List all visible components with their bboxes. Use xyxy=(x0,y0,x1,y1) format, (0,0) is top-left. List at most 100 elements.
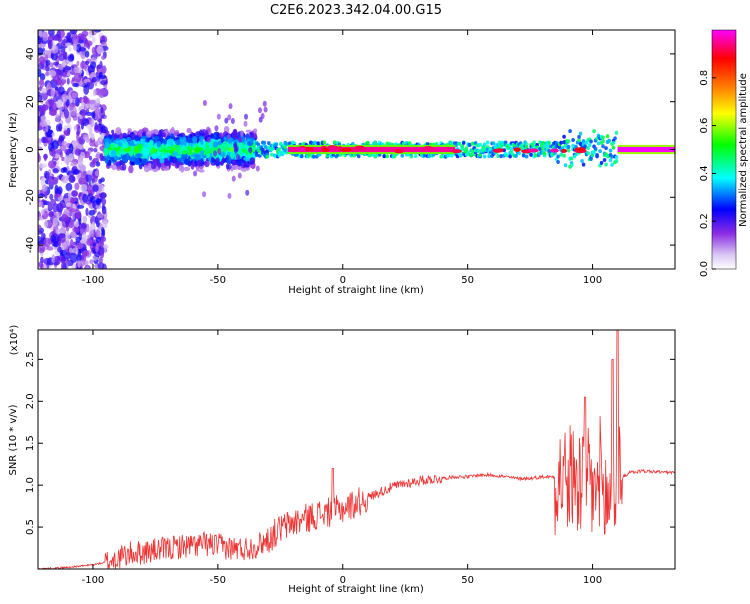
noise-blob xyxy=(80,151,86,159)
narrow-band-blob xyxy=(449,141,454,146)
band-blob xyxy=(163,160,171,166)
outlier-blob xyxy=(233,141,238,148)
noise-blob xyxy=(90,215,97,225)
noise-blob xyxy=(58,30,65,39)
band-blob xyxy=(192,135,198,144)
noise-blob xyxy=(38,94,43,102)
colorbar-tick-label: 0.0 xyxy=(699,261,710,277)
noise-blob xyxy=(83,97,90,104)
noise-blob xyxy=(69,238,74,249)
noise-blob xyxy=(94,113,101,120)
band-blob xyxy=(120,150,126,155)
band-blob xyxy=(196,159,203,167)
noise-blob xyxy=(85,265,90,269)
band-blob xyxy=(220,151,226,158)
noise-blob xyxy=(65,202,72,208)
narrow-band-blob xyxy=(385,154,390,159)
noise-blob xyxy=(78,217,82,226)
narrow-band-blob xyxy=(542,151,547,156)
narrow-band-blob xyxy=(599,160,604,165)
noise-blob xyxy=(43,153,48,162)
band-blob xyxy=(167,138,175,146)
band-blob xyxy=(198,169,205,173)
noise-blob xyxy=(69,208,77,213)
noise-blob xyxy=(72,227,80,233)
noise-blob xyxy=(55,211,61,219)
outlier-blob xyxy=(245,189,250,196)
band-blob xyxy=(172,151,178,157)
band-blob xyxy=(212,141,219,148)
band-blob xyxy=(110,150,117,158)
noise-blob xyxy=(58,53,65,62)
band-blob xyxy=(181,150,188,155)
noise-blob xyxy=(59,144,67,152)
noise-blob xyxy=(82,233,87,242)
noise-blob xyxy=(103,84,108,89)
noise-blob xyxy=(48,70,57,77)
narrow-band-blob xyxy=(509,149,514,154)
narrow-band-blob xyxy=(482,154,487,159)
hot-spot xyxy=(336,146,343,151)
outlier-blob xyxy=(226,133,231,140)
narrow-band-blob xyxy=(356,154,361,159)
noise-blob xyxy=(64,64,68,75)
band-blob xyxy=(134,135,140,142)
band-blob xyxy=(245,129,252,133)
band-blob xyxy=(187,144,192,152)
outlier-blob xyxy=(263,106,268,113)
x-tick-label: 50 xyxy=(461,275,474,286)
noise-blob xyxy=(40,177,47,187)
narrow-band-blob xyxy=(569,156,574,161)
snr-plot-area xyxy=(38,330,675,569)
outlier-blob xyxy=(216,113,221,120)
band-blob xyxy=(151,164,157,170)
x-tick-label: 0 xyxy=(340,275,346,286)
narrow-band-blob xyxy=(454,143,458,148)
noise-blob xyxy=(38,110,41,117)
outlier-blob xyxy=(227,163,232,170)
band-blob xyxy=(110,142,115,149)
narrow-band-blob xyxy=(464,146,469,151)
noise-blob xyxy=(39,78,45,88)
narrow-band-blob xyxy=(267,141,271,146)
noise-blob xyxy=(71,92,78,99)
band-blob xyxy=(240,130,244,138)
x-tick-label: 50 xyxy=(461,575,474,586)
narrow-band-blob xyxy=(577,134,581,139)
narrow-band-blob xyxy=(520,143,524,148)
narrow-band-blob xyxy=(613,136,617,141)
colorbar-tick-label: 0.6 xyxy=(699,118,710,134)
noise-blob xyxy=(63,197,71,203)
noise-blob xyxy=(50,87,55,97)
noise-blob xyxy=(86,170,93,176)
noise-blob xyxy=(63,167,68,173)
noise-blob xyxy=(75,43,82,53)
band-blob xyxy=(198,130,205,136)
noise-blob xyxy=(72,82,79,88)
hot-spot xyxy=(422,146,434,151)
noise-blob xyxy=(89,140,96,147)
noise-blob xyxy=(61,213,69,222)
noise-blob xyxy=(73,66,79,74)
band-blob xyxy=(173,144,180,149)
outlier-blob xyxy=(237,172,242,179)
narrow-band-blob xyxy=(610,162,614,167)
noise-blob xyxy=(77,260,81,268)
noise-blob xyxy=(76,204,85,209)
noise-blob xyxy=(65,42,72,47)
noise-blob xyxy=(81,112,86,119)
noise-blob xyxy=(95,197,102,206)
narrow-band-blob xyxy=(270,152,274,157)
noise-blob xyxy=(59,249,67,257)
narrow-band-blob xyxy=(566,148,571,153)
narrow-band-blob xyxy=(261,147,265,152)
band-blob xyxy=(128,150,134,157)
noise-blob xyxy=(96,213,104,219)
noise-blob xyxy=(61,241,67,250)
band-blob xyxy=(162,155,167,159)
noise-blob xyxy=(57,196,62,202)
outlier-blob xyxy=(227,114,232,121)
band-blob xyxy=(210,133,214,139)
narrow-band-blob xyxy=(496,153,500,158)
narrow-band-blob xyxy=(568,129,572,134)
